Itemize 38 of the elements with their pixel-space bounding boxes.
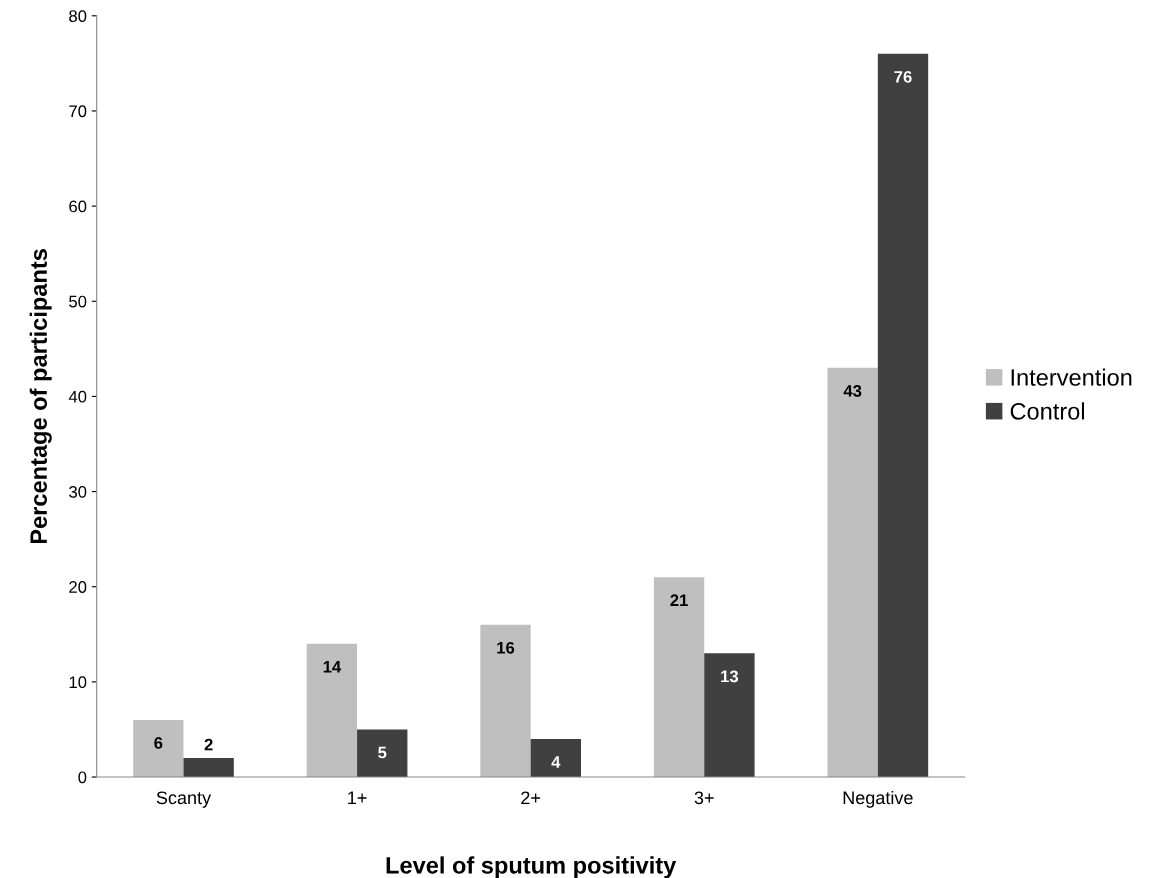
y-tick-label: 0: [78, 771, 87, 784]
data-label: 21: [670, 594, 688, 606]
bar: [827, 367, 878, 778]
bar: [704, 653, 755, 778]
x-tick-label: 2+: [521, 791, 541, 804]
data-label: 6: [154, 737, 163, 749]
x-tick-label: Negative: [843, 790, 913, 808]
bar: [480, 624, 531, 778]
data-label: 5: [378, 746, 387, 759]
x-tick-label: 3+: [694, 791, 714, 805]
y-tick-label: 80: [69, 10, 87, 23]
legend-label: Control: [1010, 402, 1085, 420]
y-tick-label: 70: [69, 105, 87, 118]
data-label: 76: [894, 70, 912, 83]
y-axis-title: Percentage of participants: [29, 249, 52, 544]
data-label: 2: [204, 738, 213, 751]
bar: [183, 758, 234, 778]
y-tick-label: 50: [69, 295, 87, 308]
data-label: 16: [497, 641, 515, 654]
x-axis-title: Level of sputum positivity: [386, 856, 677, 878]
bar: [877, 53, 929, 778]
bar: [653, 577, 705, 778]
bar: [306, 643, 358, 778]
legend-label: Intervention: [1011, 368, 1132, 386]
x-tick-label: 1+: [348, 791, 367, 804]
data-label: 13: [721, 670, 739, 683]
x-tick-label: Scanty: [156, 791, 212, 808]
y-tick-label: 60: [69, 200, 87, 213]
y-tick-label: 30: [69, 485, 87, 498]
bar: [357, 729, 408, 778]
bar: [530, 738, 581, 778]
y-tick-label: 10: [69, 676, 87, 689]
data-label: 14: [323, 661, 342, 673]
data-label: 43: [843, 384, 862, 397]
y-tick-label: 40: [68, 390, 87, 403]
data-label: 4: [551, 756, 561, 768]
y-tick-label: 20: [69, 581, 87, 593]
bar: [133, 719, 184, 778]
